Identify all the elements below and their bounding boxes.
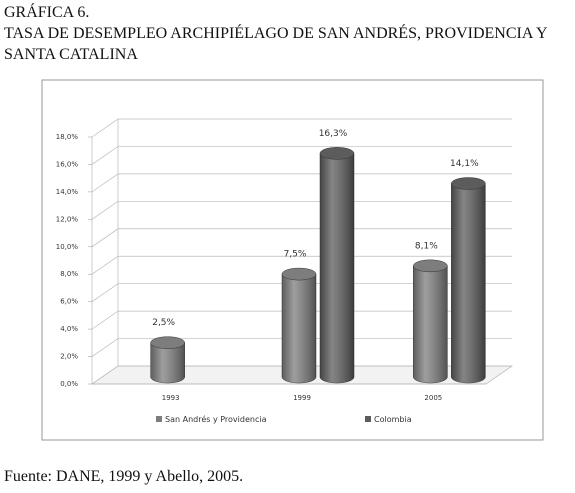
y-tick-label: 8,0%	[60, 270, 78, 278]
y-tick-label: 10,0%	[56, 243, 79, 251]
grid-line	[91, 146, 512, 165]
bar-top	[413, 259, 448, 273]
value-label: 16,3%	[319, 129, 348, 139]
grid-line	[91, 338, 512, 357]
grid-line	[91, 228, 512, 248]
bar-shade	[282, 274, 316, 383]
grid-line	[91, 310, 512, 330]
grid-line	[91, 255, 512, 275]
y-tick-label: 12,0%	[56, 215, 79, 223]
grid-line	[91, 200, 512, 220]
x-tick-label: 1993	[162, 394, 180, 402]
grid-line	[91, 365, 512, 385]
bar-shade	[413, 265, 448, 383]
chart-label: GRÁFICA 6.	[4, 4, 90, 21]
bar-shade	[150, 342, 185, 383]
legend-swatch	[365, 416, 371, 422]
bar-shade	[451, 183, 486, 383]
header: GRÁFICA 6. TASA DE DESEMPLEO ARCHIPIÉLAG…	[4, 2, 574, 65]
value-label: 14,1%	[450, 159, 479, 169]
bar-top	[281, 267, 317, 281]
x-tick-label: 1999	[293, 394, 311, 402]
chart-title: TASA DE DESEMPLEO ARCHIPIÉLAGO DE SAN AN…	[4, 25, 547, 63]
bar-top	[319, 147, 355, 160]
y-tick-label: 18,0%	[56, 133, 79, 141]
value-label: 8,1%	[415, 241, 438, 251]
grid-line	[91, 283, 512, 302]
bar-shade	[320, 153, 354, 383]
x-tick-label: 2005	[424, 394, 442, 402]
grid-line	[91, 118, 512, 138]
bar-top	[451, 177, 486, 190]
y-tick-label: 6,0%	[60, 298, 78, 306]
y-tick-label: 14,0%	[56, 188, 79, 196]
value-label: 2,5%	[152, 318, 175, 328]
legend-swatch	[156, 416, 162, 422]
bar-top	[150, 336, 185, 349]
source: Fuente: DANE, 1999 y Abello, 2005.	[4, 468, 244, 485]
value-label: 7,5%	[284, 250, 307, 260]
chart: 0,0% 2,0% 4,0% 6,0% 8,0% 10,0% 12,0% 14,0% 16,0%…	[41, 79, 544, 441]
y-tick-label: 16,0%	[56, 160, 79, 168]
y-tick-label: 2,0%	[60, 353, 78, 361]
legend-label: San Andrés y Providencia	[165, 414, 267, 424]
legend-label: Colombia	[374, 415, 412, 424]
grid-line	[91, 173, 512, 193]
y-tick-label: 0,0%	[60, 380, 78, 388]
y-tick-label: 4,0%	[60, 325, 78, 333]
